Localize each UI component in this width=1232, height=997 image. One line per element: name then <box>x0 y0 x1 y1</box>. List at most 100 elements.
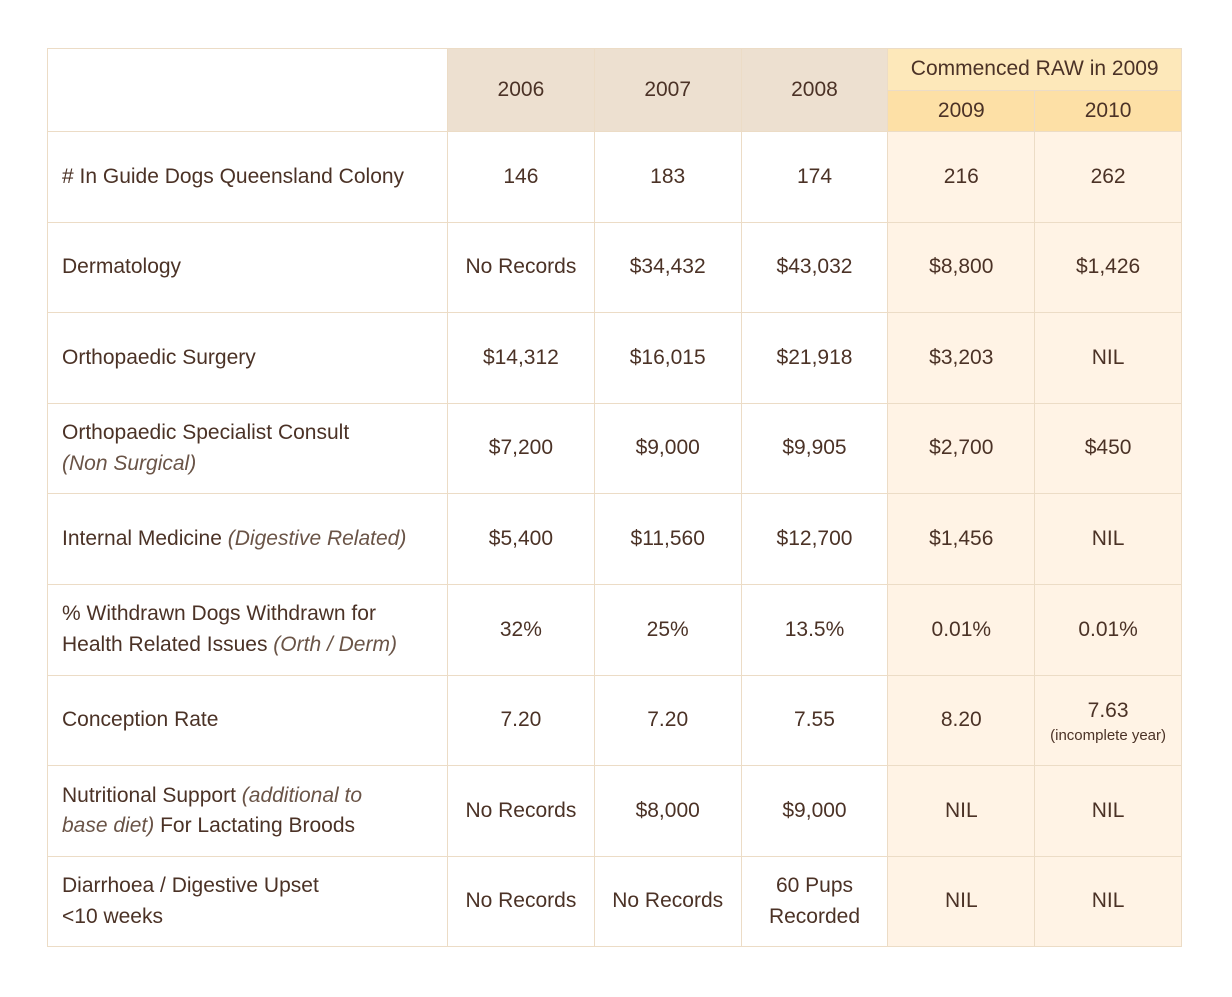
cell-note: (incomplete year) <box>1050 726 1167 744</box>
row-label-note: (Non Surgical) <box>62 451 197 475</box>
table-row: Orthopaedic Specialist Consult (Non Surgi… <box>47 402 1182 495</box>
row-label: Conception Rate <box>47 674 448 767</box>
cell-value: 13.5% <box>784 617 845 641</box>
value-cell: 0.01% <box>1034 583 1182 676</box>
row-label-text: Health Related Issues <box>62 632 274 656</box>
cell-value: No Records <box>465 889 577 913</box>
cell-value: 146 <box>503 164 539 188</box>
value-cell: $8,000 <box>593 765 742 857</box>
value-cell: 216 <box>887 131 1036 223</box>
cell-value: No Records <box>465 798 577 822</box>
cell-value: NIL <box>1091 798 1125 822</box>
value-cell: 146 <box>447 131 595 223</box>
value-cell: No Records <box>447 855 595 948</box>
header-blank-cell <box>47 48 448 132</box>
row-label-text: Nutritional Support <box>62 783 242 807</box>
value-cell: $8,800 <box>887 221 1036 314</box>
value-cell: $3,203 <box>887 312 1036 404</box>
row-label-text: Dermatology <box>62 255 182 279</box>
cell-value: $450 <box>1084 436 1132 460</box>
cell-value: NIL <box>944 889 978 913</box>
value-cell: NIL <box>1034 312 1182 404</box>
value-cell: 7.20 <box>447 674 595 767</box>
value-cell: 7.55 <box>740 674 889 767</box>
value-cell: $34,432 <box>593 221 742 314</box>
value-cell: $12,700 <box>740 493 889 585</box>
table-row: Nutritional Support (additional to base d… <box>47 765 1182 857</box>
cell-value: $11,560 <box>630 526 705 550</box>
value-cell: 183 <box>593 131 742 223</box>
value-cell: $9,905 <box>740 402 889 495</box>
table-header: 2006 2007 2008 Commenced RAW in 2009 200… <box>47 48 1182 132</box>
value-cell: $14,312 <box>447 312 595 404</box>
cell-value: NIL <box>1091 526 1125 550</box>
row-label-text: For Lactating Broods <box>154 813 356 837</box>
cell-value: $9,905 <box>782 436 847 460</box>
cell-value: 0.01% <box>1078 617 1138 641</box>
value-cell: $1,456 <box>887 493 1036 585</box>
value-cell: $43,032 <box>740 221 889 314</box>
row-label-text: # In Guide Dogs Queensland Colony <box>62 164 405 188</box>
cell-value: $8,800 <box>929 255 994 279</box>
value-cell: 32% <box>447 583 595 676</box>
row-label-text: Diarrhoea / Digestive Upset <box>62 874 319 898</box>
cell-value: $9,000 <box>635 436 700 460</box>
value-cell: $11,560 <box>593 493 742 585</box>
table-body: # In Guide Dogs Queensland Colony 146 183 1… <box>47 131 1182 948</box>
cell-value: $3,203 <box>929 345 994 369</box>
table-row: Diarrhoea / Digestive Upset <10 weeks No R… <box>47 855 1182 948</box>
cell-value: 60 Pups Recorded <box>768 874 861 928</box>
header-year-2007: 2007 <box>593 48 742 132</box>
value-cell: 7.20 <box>593 674 742 767</box>
value-cell: $21,918 <box>740 312 889 404</box>
cell-value: $5,400 <box>488 526 554 550</box>
table-row: % Withdrawn Dogs Withdrawn for Health Rel… <box>47 583 1182 676</box>
cell-value: $1,426 <box>1075 255 1141 279</box>
row-label-note: (additional to <box>241 783 363 807</box>
cell-value: $43,032 <box>776 255 853 279</box>
cell-value: $34,432 <box>629 255 706 279</box>
value-cell: $7,200 <box>447 402 595 495</box>
cell-value: NIL <box>1091 345 1125 369</box>
cell-value: $21,918 <box>776 345 853 369</box>
value-cell: NIL <box>1034 855 1182 948</box>
cell-value: NIL <box>1091 889 1125 913</box>
header-year-2008: 2008 <box>740 48 889 132</box>
cell-value: 216 <box>943 164 979 188</box>
table-row: # In Guide Dogs Queensland Colony 146 183 1… <box>47 131 1182 223</box>
value-cell: 8.20 <box>887 674 1036 767</box>
value-cell: $9,000 <box>593 402 742 495</box>
cell-value: 7.63 <box>1087 699 1129 723</box>
value-cell: 13.5% <box>740 583 889 676</box>
cell-value: $14,312 <box>482 345 559 369</box>
cell-value: No Records <box>465 255 577 279</box>
cell-value: 7.20 <box>647 708 689 732</box>
cell-value: 183 <box>650 164 686 188</box>
cell-value: No Records <box>612 889 724 913</box>
table-row: Dermatology No Records $34,432 $43,032 $8,80… <box>47 221 1182 314</box>
value-cell: 25% <box>593 583 742 676</box>
value-cell: No Records <box>593 855 742 948</box>
value-cell: 0.01% <box>887 583 1036 676</box>
cell-value: 7.20 <box>500 708 542 732</box>
row-label: Orthopaedic Surgery <box>47 312 448 404</box>
cell-value: 0.01% <box>931 617 992 641</box>
row-label: Nutritional Support (additional to base d… <box>47 765 448 857</box>
cell-value: 32% <box>499 617 542 641</box>
value-cell: $5,400 <box>447 493 595 585</box>
row-label-text: Orthopaedic Specialist Consult <box>62 421 350 445</box>
cell-value: $9,000 <box>782 798 847 822</box>
table-row: Conception Rate 7.20 7.20 7.55 8.20 7.63 (inco… <box>47 674 1182 767</box>
value-cell: NIL <box>887 855 1036 948</box>
cell-value: $7,200 <box>488 436 554 460</box>
value-cell: $9,000 <box>740 765 889 857</box>
cell-value: 8.20 <box>940 708 982 732</box>
header-year-2009: 2009 <box>887 90 1036 132</box>
value-cell: 60 Pups Recorded <box>740 855 889 948</box>
value-cell: 262 <box>1034 131 1182 223</box>
cell-value: 174 <box>796 164 833 188</box>
table-row: Internal Medicine (Digestive Related) $5,… <box>47 493 1182 585</box>
health-cost-comparison-table: 2006 2007 2008 Commenced RAW in 2009 200… <box>47 48 1182 948</box>
cell-value: 25% <box>646 617 689 641</box>
row-label-note: (Orth / Derm) <box>273 632 397 656</box>
